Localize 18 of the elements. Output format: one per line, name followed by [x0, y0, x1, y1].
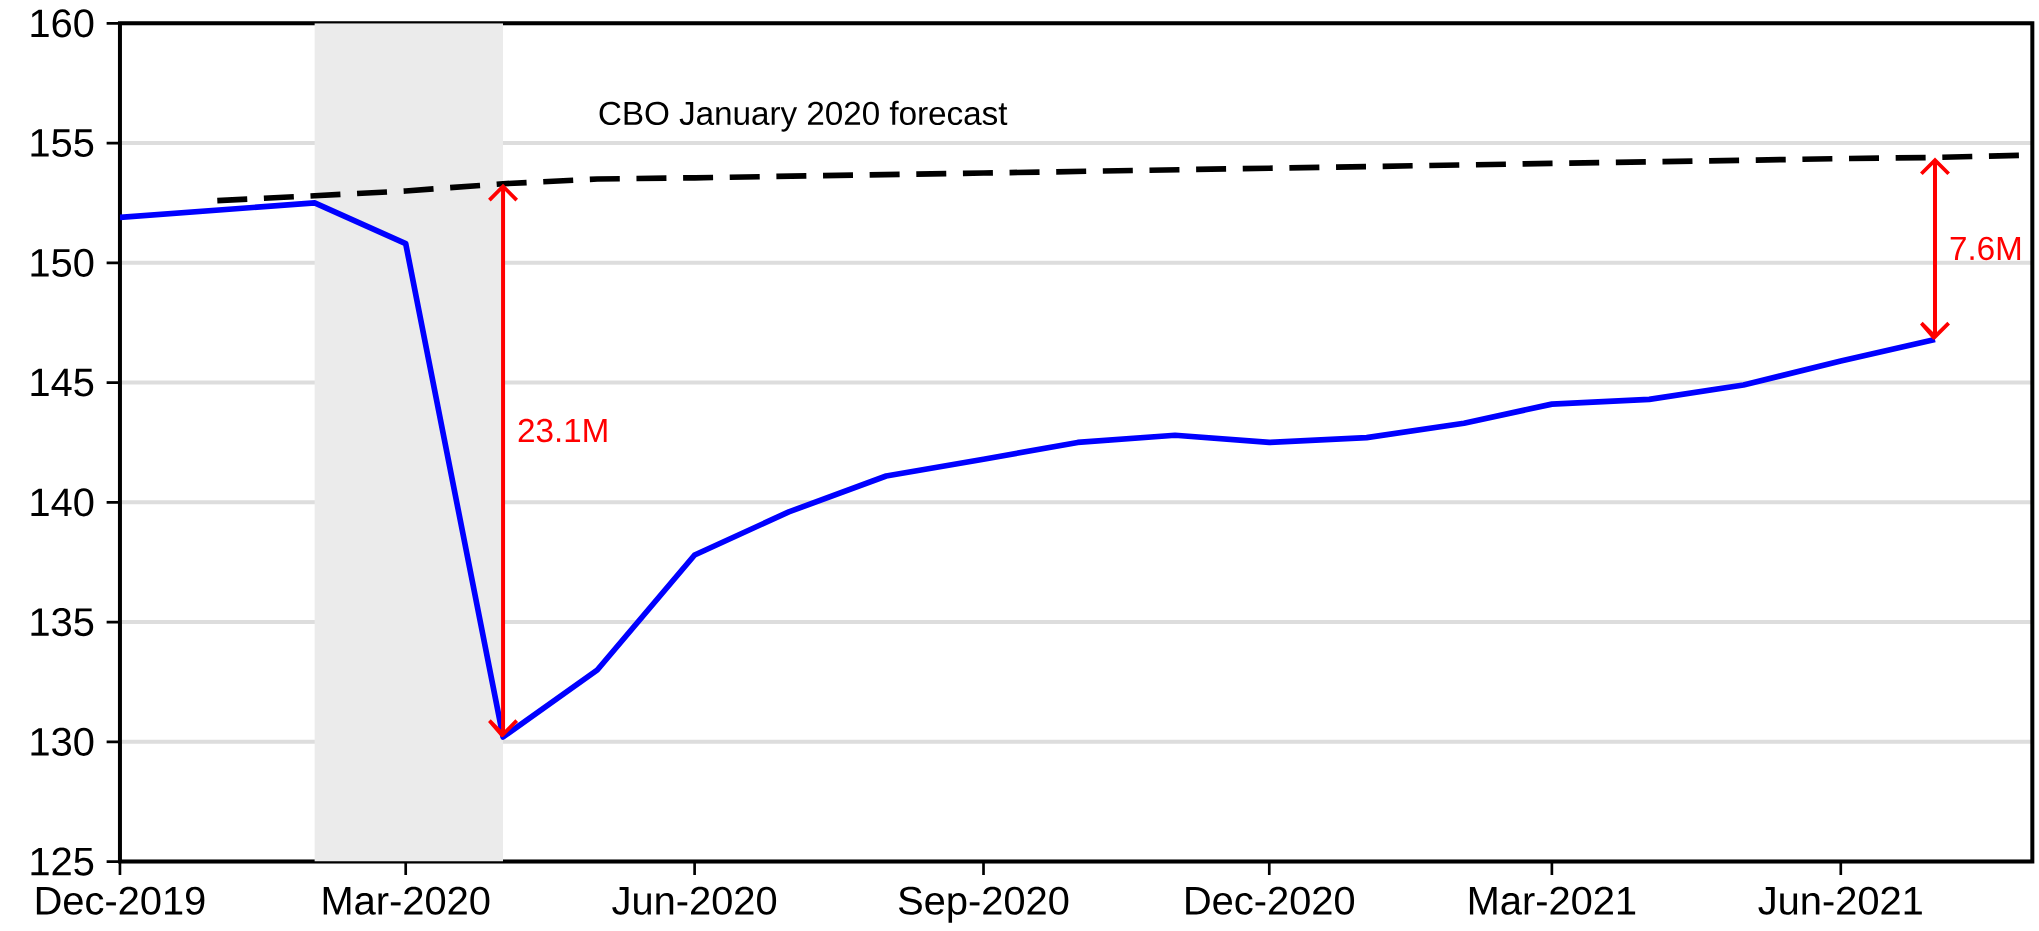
- y-tick-label: 155: [31, 129, 94, 158]
- x-tick-label: Jun-2021: [1758, 886, 1922, 916]
- y-tick-label: 160: [31, 9, 94, 38]
- annotation: 23.1M: [518, 418, 607, 443]
- x-tick-label: Mar-2021: [1469, 886, 1636, 916]
- x-tick-label: Mar-2020: [323, 886, 490, 916]
- series-label: CBO January 2020 forecast: [599, 100, 1008, 132]
- y-tick-label: 140: [31, 488, 94, 517]
- x-tick-label: Jun-2020: [612, 886, 777, 916]
- y-tick-label: 135: [31, 608, 94, 637]
- x-tick-label: Dec-2019: [36, 886, 205, 916]
- y-tick-label: 150: [31, 248, 94, 278]
- x-tick-label: Dec-2020: [1186, 886, 1355, 916]
- x-tick-label: Sep-2020: [898, 886, 1069, 923]
- y-tick-label: 145: [31, 368, 94, 397]
- y-tick-label: 125: [31, 847, 94, 876]
- annotation: 7.6M: [1950, 236, 2021, 261]
- y-tick-label: 130: [31, 727, 94, 757]
